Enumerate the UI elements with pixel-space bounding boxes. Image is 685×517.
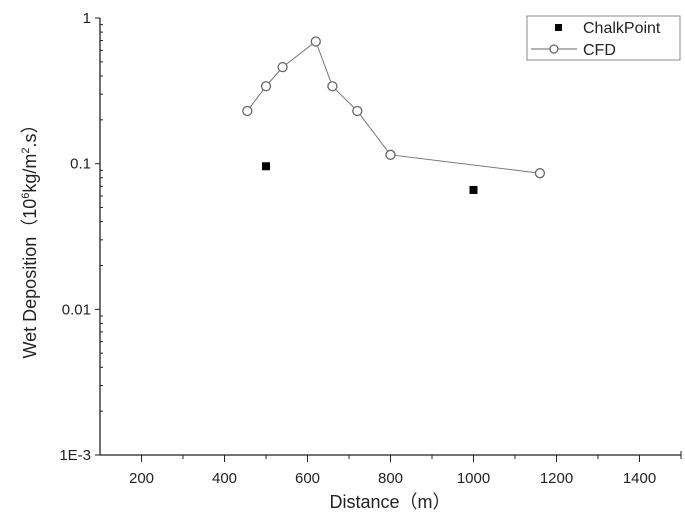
x-tick-label: 1000 [457,470,490,487]
x-tick-label: 600 [295,470,320,487]
chalkpoint-point [469,185,478,194]
y-tick-label: 0.1 [70,156,91,173]
legend-chalkpoint-label: ChalkPoint [583,20,661,37]
series-cfd [242,36,546,179]
y-tick-label: 0.01 [62,301,91,318]
x-axis-ticks: 200 400 600 800 1000 1200 1400 [129,451,682,487]
y-axis-ticks: 1 0.1 0.01 1E-3 [59,10,103,464]
x-tick-label: 200 [129,470,154,487]
x-tick-label: 1400 [623,470,656,487]
cfd-point [260,81,272,92]
x-axis-title: Distance（m） [329,492,450,512]
cfd-point [327,81,338,92]
x-tick-label: 1200 [540,470,573,487]
series-chalkpoint [262,162,478,194]
cfd-point [277,61,288,73]
legend-chalkpoint-marker-icon [555,24,562,31]
x-tick-label: 800 [378,470,403,487]
cfd-point [352,105,363,117]
chalkpoint-point [262,162,270,171]
y-tick-label: 1 [83,10,91,27]
legend-cfd-marker-icon [549,44,559,54]
legend-cfd-label: CFD [583,42,616,59]
axes [99,18,681,456]
legend: ChalkPoint CFD [526,15,681,61]
cfd-point [310,36,321,47]
cfd-point [242,105,253,117]
y-tick-label: 1E-3 [59,447,91,464]
cfd-point [385,149,396,160]
cfd-point [534,168,546,179]
x-tick-label: 400 [212,470,237,487]
y-axis-title: Wet Deposition（106kg/m2.s） [20,115,40,358]
